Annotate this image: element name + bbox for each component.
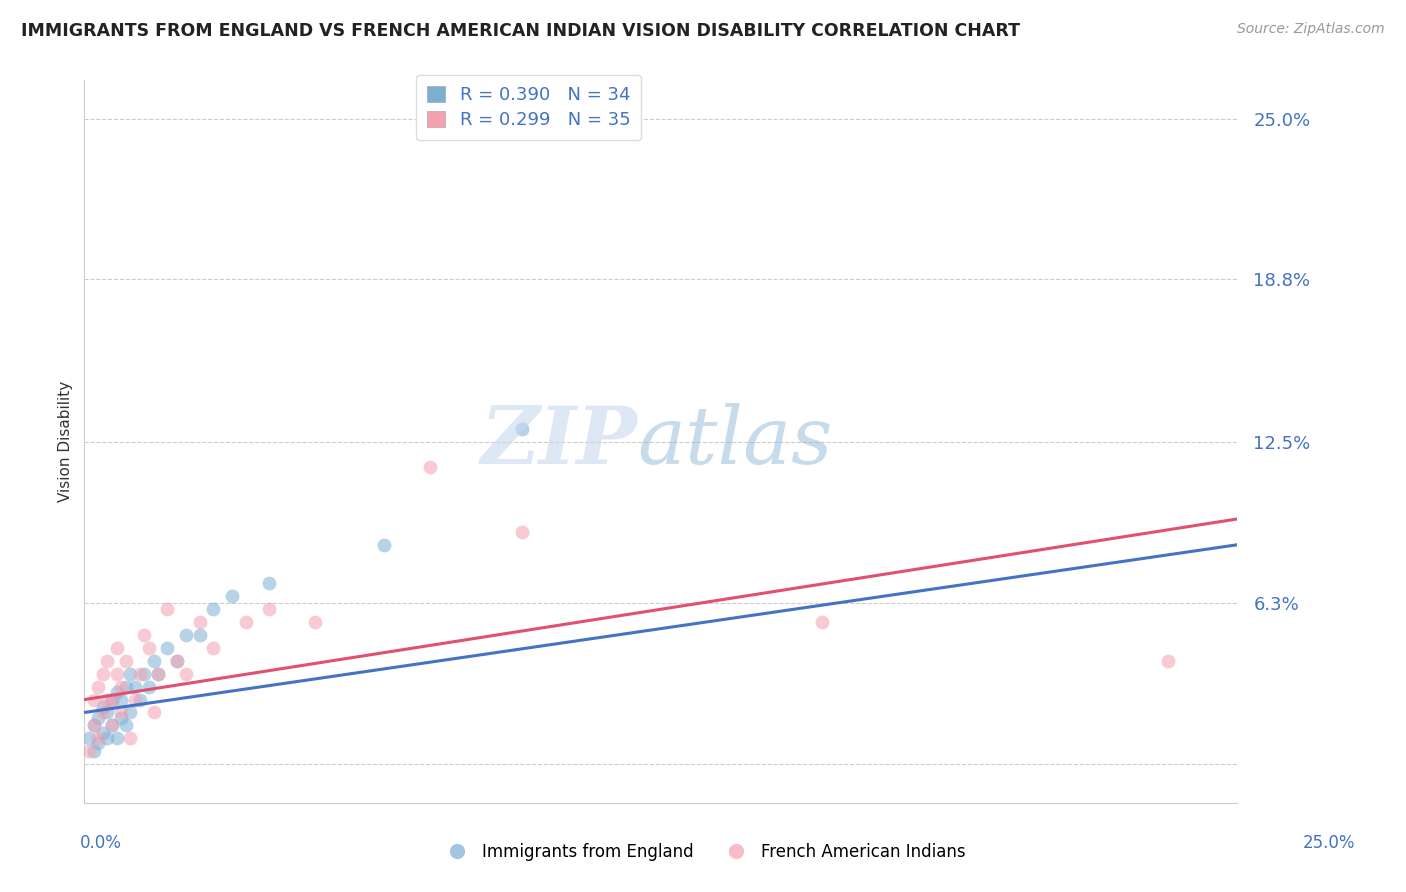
Point <box>257 602 280 616</box>
Point <box>188 615 211 630</box>
Text: ZIP: ZIP <box>481 403 638 480</box>
Point <box>142 706 165 720</box>
Point <box>101 718 124 732</box>
Point <box>110 692 132 706</box>
Point <box>87 731 110 746</box>
Point <box>373 538 395 552</box>
Point <box>512 524 534 539</box>
Point <box>110 680 132 694</box>
Point <box>96 731 118 746</box>
Y-axis label: Vision Disability: Vision Disability <box>58 381 73 502</box>
Point <box>83 718 105 732</box>
Point <box>174 666 197 681</box>
Point <box>512 422 534 436</box>
Point <box>87 736 110 750</box>
Point <box>134 628 156 642</box>
Point <box>138 680 160 694</box>
Point <box>105 666 128 681</box>
Point <box>115 718 138 732</box>
Legend: R = 0.390   N = 34, R = 0.299   N = 35: R = 0.390 N = 34, R = 0.299 N = 35 <box>416 75 641 140</box>
Point <box>87 711 110 725</box>
Point <box>77 731 100 746</box>
Point <box>96 692 118 706</box>
Point <box>124 692 146 706</box>
Point <box>83 692 105 706</box>
Point <box>110 706 132 720</box>
Text: Source: ZipAtlas.com: Source: ZipAtlas.com <box>1237 22 1385 37</box>
Point <box>105 640 128 655</box>
Point <box>105 685 128 699</box>
Point <box>138 640 160 655</box>
Point <box>128 666 150 681</box>
Point <box>91 706 114 720</box>
Point <box>166 654 188 668</box>
Point <box>83 718 105 732</box>
Point <box>115 680 138 694</box>
Point <box>96 654 118 668</box>
Point <box>101 718 124 732</box>
Point <box>91 700 114 714</box>
Point <box>101 692 124 706</box>
Point <box>101 692 124 706</box>
Point <box>91 726 114 740</box>
Point <box>105 731 128 746</box>
Point <box>142 654 165 668</box>
Point <box>134 666 156 681</box>
Point <box>202 640 225 655</box>
Text: 25.0%: 25.0% <box>1302 834 1355 852</box>
Point <box>124 680 146 694</box>
Point <box>120 706 142 720</box>
Point <box>87 680 110 694</box>
Point <box>221 590 243 604</box>
Point <box>91 666 114 681</box>
Point <box>156 602 179 616</box>
Point <box>188 628 211 642</box>
Point <box>128 692 150 706</box>
Point <box>146 666 169 681</box>
Point <box>156 640 179 655</box>
Point <box>419 460 441 475</box>
Text: IMMIGRANTS FROM ENGLAND VS FRENCH AMERICAN INDIAN VISION DISABILITY CORRELATION : IMMIGRANTS FROM ENGLAND VS FRENCH AMERIC… <box>21 22 1021 40</box>
Text: atlas: atlas <box>638 403 834 480</box>
Point <box>110 711 132 725</box>
Point <box>235 615 257 630</box>
Point <box>166 654 188 668</box>
Point <box>96 706 118 720</box>
Point <box>202 602 225 616</box>
Point <box>77 744 100 758</box>
Point <box>115 654 138 668</box>
Point <box>146 666 169 681</box>
Point <box>174 628 197 642</box>
Point <box>120 666 142 681</box>
Point <box>1157 654 1180 668</box>
Text: 0.0%: 0.0% <box>80 834 122 852</box>
Point <box>304 615 326 630</box>
Point <box>120 731 142 746</box>
Point <box>83 744 105 758</box>
Point <box>257 576 280 591</box>
Legend: Immigrants from England, French American Indians: Immigrants from England, French American… <box>434 837 972 868</box>
Point <box>811 615 834 630</box>
